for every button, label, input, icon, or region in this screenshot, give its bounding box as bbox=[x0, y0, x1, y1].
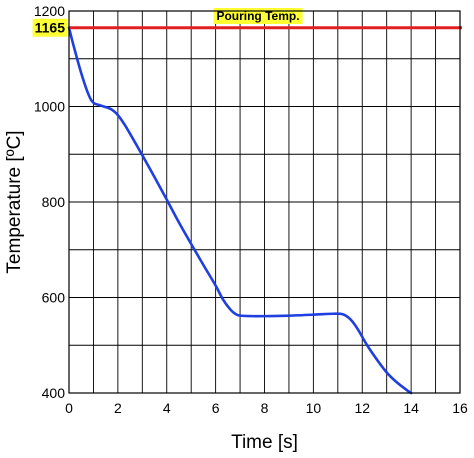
x-tick-label: 12 bbox=[354, 400, 370, 416]
y-tick-label: 600 bbox=[42, 290, 66, 306]
x-tick-label: 8 bbox=[261, 400, 269, 416]
plot-frame bbox=[68, 10, 461, 394]
y-tick-label: 400 bbox=[42, 385, 66, 401]
y-tick-label: 1200 bbox=[34, 3, 65, 19]
x-axis-label: Time [s] bbox=[231, 432, 298, 453]
x-tick-label: 4 bbox=[163, 400, 171, 416]
x-tick-label: 16 bbox=[452, 400, 468, 416]
x-tick-label: 14 bbox=[403, 400, 419, 416]
pouring-temp-label-highlight bbox=[213, 8, 303, 24]
reference-layer: 1165 Pouring Temp. bbox=[32, 8, 462, 37]
y-tick-label: 800 bbox=[42, 194, 66, 210]
y-axis-label: Temperature [ºC] bbox=[4, 130, 25, 273]
pouring-temp-value: 1165 bbox=[35, 20, 66, 36]
y-tick-label: 1000 bbox=[34, 99, 65, 115]
grid bbox=[69, 11, 460, 393]
pouring-temp-value-highlight bbox=[32, 18, 68, 37]
x-tick-label: 6 bbox=[212, 400, 220, 416]
tick-labels: 0 2 4 6 8 10 12 14 16 400 600 800 1000 1200 bbox=[34, 3, 468, 416]
x-tick-label: 2 bbox=[114, 400, 122, 416]
series-layer bbox=[67, 26, 413, 395]
x-tick-label: 10 bbox=[306, 400, 322, 416]
cooling-curve-line bbox=[67, 26, 413, 395]
x-tick-label: 0 bbox=[65, 400, 73, 416]
pouring-temp-label: Pouring Temp. bbox=[216, 9, 299, 23]
